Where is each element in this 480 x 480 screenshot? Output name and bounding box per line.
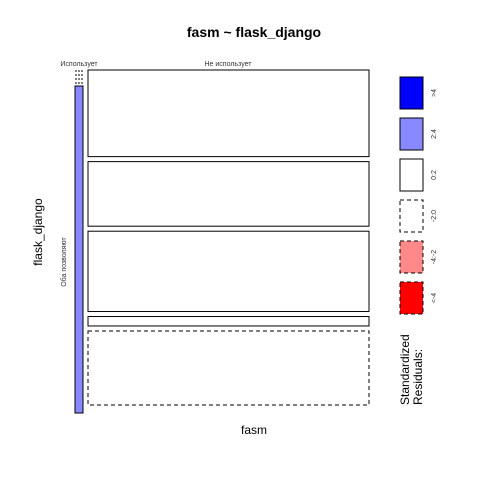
chart-title: fasm ~ flask_django: [187, 24, 321, 40]
x-axis-title: fasm: [241, 423, 267, 437]
mosaic-cells: [74, 69, 370, 414]
legend-swatch-5: [399, 281, 424, 315]
legend-swatch-3: [399, 199, 424, 233]
legend-swatch-1: [399, 117, 424, 151]
legend-label-3: -2:0: [431, 210, 438, 222]
column-label-uses: Использует: [60, 61, 98, 68]
y-axis-title: flask_django: [31, 198, 45, 266]
legend-title-line-1: Standardized: [398, 334, 412, 405]
mosaic-tile-не-использует-django: [87, 230, 370, 313]
legend-label-2: 0:2: [431, 170, 438, 180]
legend-label-5: <-4: [431, 293, 438, 303]
mosaic-tile-использует-оба-позволяют: [74, 85, 84, 414]
mosaic-tile-не-использует-flask: [87, 161, 370, 227]
legend-title-line-2: Residuals:: [411, 349, 425, 405]
mosaic-tile-не-использует-оба: [87, 316, 370, 327]
legend-label-4: -4:-2: [431, 250, 438, 265]
mosaic-tile-не-использует-не-использует: [87, 69, 370, 158]
legend: >4 2:4 0:2 -2:0 -4:-2 <-4: [399, 76, 438, 315]
legend-swatch-0: [399, 76, 424, 110]
mosaic-tile-не-использует-оба-позволяют: [87, 330, 370, 406]
legend-swatch-2: [399, 158, 424, 192]
row-label-both-allow: Оба позволяют: [60, 236, 68, 286]
legend-swatch-4: [399, 240, 424, 274]
column-label-not-uses: Не использует: [205, 61, 253, 68]
legend-label-0: >4: [431, 89, 438, 97]
legend-label-1: 2:4: [431, 129, 438, 139]
